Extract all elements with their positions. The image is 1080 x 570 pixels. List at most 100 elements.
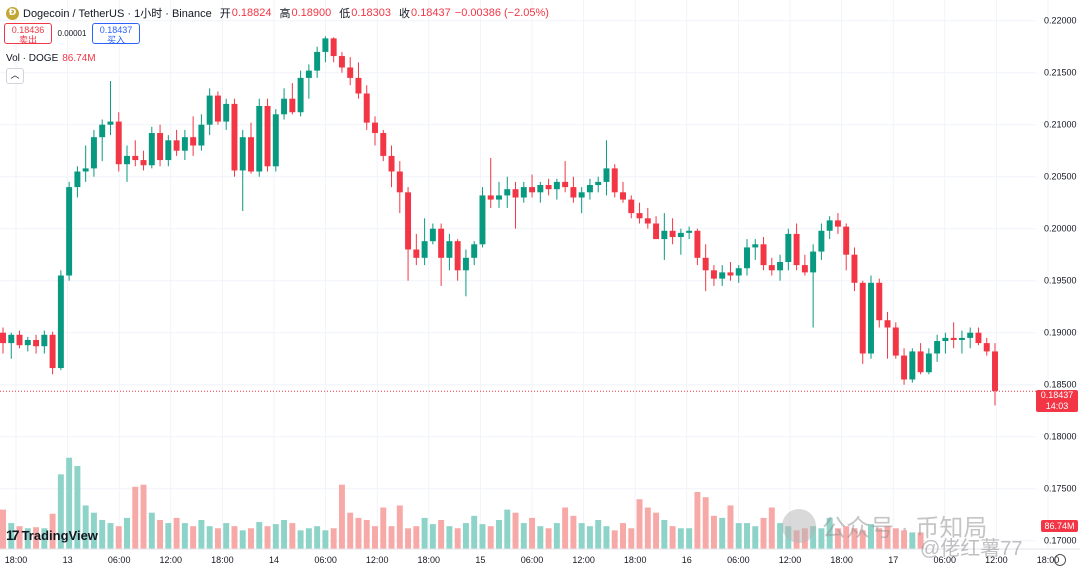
volume-bar (595, 519, 602, 549)
price-tick-label: 0.20000 (1044, 224, 1077, 234)
volume-bar (338, 484, 345, 549)
candle-body (735, 268, 742, 276)
buy-button[interactable]: 0.18437 买入 (92, 23, 140, 45)
volume-legend-label: Vol · DOGE (6, 53, 59, 64)
candle-body (99, 124, 106, 138)
close-label: 收 (399, 8, 411, 20)
candle-body (33, 339, 40, 347)
candle-body (231, 103, 238, 171)
volume-bar (297, 530, 304, 549)
volume-bar (405, 528, 412, 549)
volume-legend[interactable]: Vol · DOGE 86.74M (6, 53, 96, 64)
volume-bar (644, 507, 651, 549)
volume-bar (140, 484, 147, 549)
volume-bar (66, 457, 73, 549)
volume-bar (777, 523, 784, 549)
candle-body (843, 226, 850, 255)
candle-body (148, 133, 155, 166)
price-candles (0, 36, 998, 406)
volume-bar (909, 532, 916, 549)
price-axis[interactable]: 0.22000 0.21500 0.21000 0.20500 0.20000 0.195… (1044, 16, 1077, 546)
time-tick-label: 18:00 (211, 555, 234, 565)
volume-bar (669, 526, 676, 549)
volume-bar (74, 466, 81, 549)
candle-body (942, 337, 949, 342)
volume-bar (330, 528, 337, 549)
volume-bar (132, 486, 139, 549)
time-tick-label: 06:00 (108, 555, 131, 565)
volume-bar (124, 517, 130, 549)
volume-bar (429, 524, 436, 549)
time-tick-label: 06:00 (727, 555, 750, 565)
volume-bar (148, 512, 155, 549)
volume-bar (289, 523, 296, 549)
candle-body (297, 77, 304, 113)
tradingview-logo[interactable]: 17 TradingView (6, 527, 98, 543)
candle-body (66, 187, 73, 276)
candle-body (214, 95, 221, 122)
volume-bar (206, 526, 213, 549)
volume-bar (256, 522, 263, 549)
volume-bar (562, 507, 569, 549)
spread-value: 0.00001 (57, 29, 87, 38)
volume-bar (876, 528, 883, 549)
candle-body (826, 220, 833, 231)
chart-header: Ð Dogecoin / TetherUS · 1小时 · Binance 开 … (6, 5, 549, 21)
candle-body (372, 122, 378, 134)
time-tick-label: 06:00 (521, 555, 544, 565)
volume-bar (487, 526, 494, 549)
volume-bar (181, 523, 188, 549)
volume-bar (380, 507, 387, 549)
candle-body (380, 133, 387, 156)
volume-bar (834, 528, 841, 549)
candle-body (710, 270, 717, 279)
candle-body (934, 341, 941, 354)
volume-bar (512, 512, 519, 549)
low-label: 低 (339, 8, 351, 20)
candle-body (396, 171, 403, 193)
candle-body (992, 351, 998, 391)
candle-body (529, 187, 536, 193)
candle-body (884, 320, 891, 328)
collapse-legend-button[interactable]: ︿ (6, 68, 24, 84)
candle-body (223, 103, 230, 122)
open-value: 0.18824 (231, 7, 272, 19)
candle-body (686, 230, 693, 233)
time-axis[interactable]: 18:00 13 06:00 12:00 18:00 14 06:00 12:00 18:00 1… (0, 548, 1080, 565)
volume-bar (901, 530, 908, 549)
symbol-title[interactable]: Dogecoin / TetherUS · 1小时 · Binance (23, 8, 212, 20)
price-change: −0.00386 (−2.05%) (454, 7, 549, 19)
sell-button[interactable]: 0.18436 卖出 (4, 23, 52, 45)
candle-body (562, 181, 569, 188)
volume-bar (305, 528, 312, 549)
candle-body (983, 343, 990, 352)
settings-icon[interactable] (1054, 554, 1066, 566)
candle-body (644, 218, 651, 224)
volume-bar (223, 523, 230, 549)
candle-body (429, 228, 436, 242)
candle-body (553, 181, 560, 190)
volume-bar (768, 507, 775, 549)
sell-label: 卖出 (18, 35, 37, 45)
volume-bar (892, 528, 899, 549)
candle-body (454, 241, 461, 271)
time-tick-label: 12:00 (160, 555, 183, 565)
candle-body (694, 230, 701, 258)
candle-body (810, 251, 817, 273)
candle-body (917, 351, 924, 373)
candle-body (834, 220, 841, 227)
wechat-icon (782, 508, 816, 543)
time-tick-label: 16 (682, 555, 692, 565)
candle-body (347, 67, 354, 78)
volume-bar (520, 523, 527, 549)
candle-body (132, 155, 139, 161)
candle-body (909, 351, 916, 380)
dogecoin-icon: Ð (6, 6, 19, 20)
candle-body (851, 254, 858, 283)
candle-body (777, 261, 784, 271)
candle-body (115, 121, 122, 165)
volume-bars (0, 457, 924, 549)
volume-legend-value: 86.74M (62, 53, 96, 64)
chevron-up-icon: ︿ (10, 70, 20, 80)
